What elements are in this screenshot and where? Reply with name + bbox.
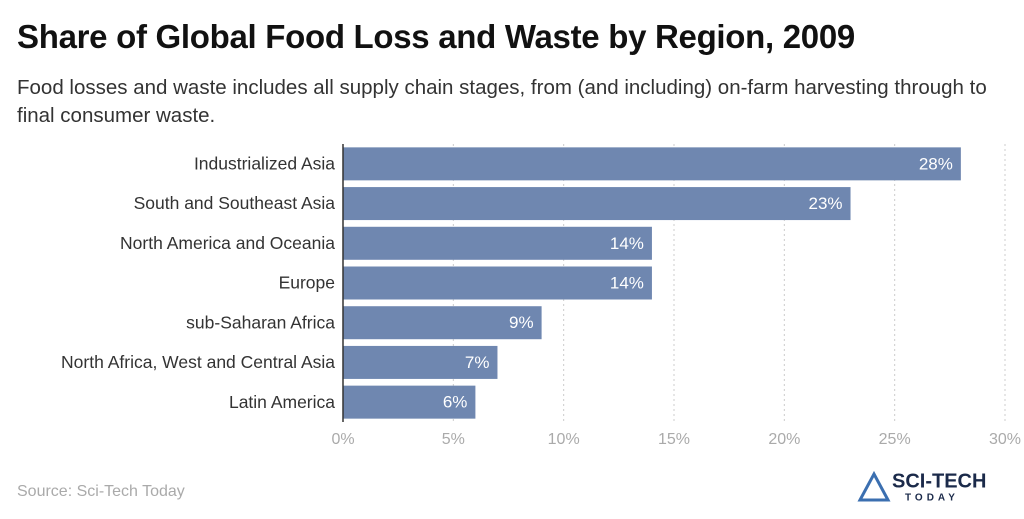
y-tick-label: sub-Saharan Africa: [186, 312, 335, 332]
logo-tagline: TODAY: [905, 493, 959, 504]
bar: [343, 147, 961, 181]
chart-subtitle: Food losses and waste includes all suppl…: [17, 76, 987, 127]
x-tick-label: 5%: [442, 431, 465, 448]
value-label: 9%: [509, 313, 534, 332]
bar: [343, 306, 542, 340]
bar: [343, 187, 851, 221]
y-tick-label: South and Southeast Asia: [134, 193, 336, 213]
x-tick-label: 25%: [879, 431, 911, 448]
value-label: 23%: [809, 194, 843, 213]
chart-title: Share of Global Food Loss and Waste by R…: [17, 18, 855, 55]
value-label: 6%: [443, 393, 468, 412]
bar: [343, 226, 652, 260]
y-tick-label: Europe: [279, 273, 335, 293]
y-tick-label: North America and Oceania: [120, 233, 335, 253]
x-tick-label: 30%: [989, 431, 1021, 448]
logo-name: SCI-TECH: [892, 470, 986, 492]
value-label: 14%: [610, 234, 644, 253]
bar: [343, 345, 498, 379]
logo-icon: [857, 470, 891, 502]
y-tick-label: Latin America: [229, 392, 335, 412]
x-tick-label: 10%: [548, 431, 580, 448]
value-label: 28%: [919, 154, 953, 173]
bar: [343, 266, 652, 300]
bar: [343, 385, 476, 419]
x-tick-label: 20%: [768, 431, 800, 448]
y-tick-label: North Africa, West and Central Asia: [61, 352, 335, 372]
y-tick-label: Industrialized Asia: [194, 153, 335, 173]
source: Source: Sci-Tech Today: [17, 483, 185, 500]
x-tick-label: 15%: [658, 431, 690, 448]
logo: SCI-TECH TODAY: [857, 470, 986, 504]
value-label: 7%: [465, 353, 490, 372]
value-label: 14%: [610, 273, 644, 292]
x-tick-label: 0%: [331, 431, 354, 448]
